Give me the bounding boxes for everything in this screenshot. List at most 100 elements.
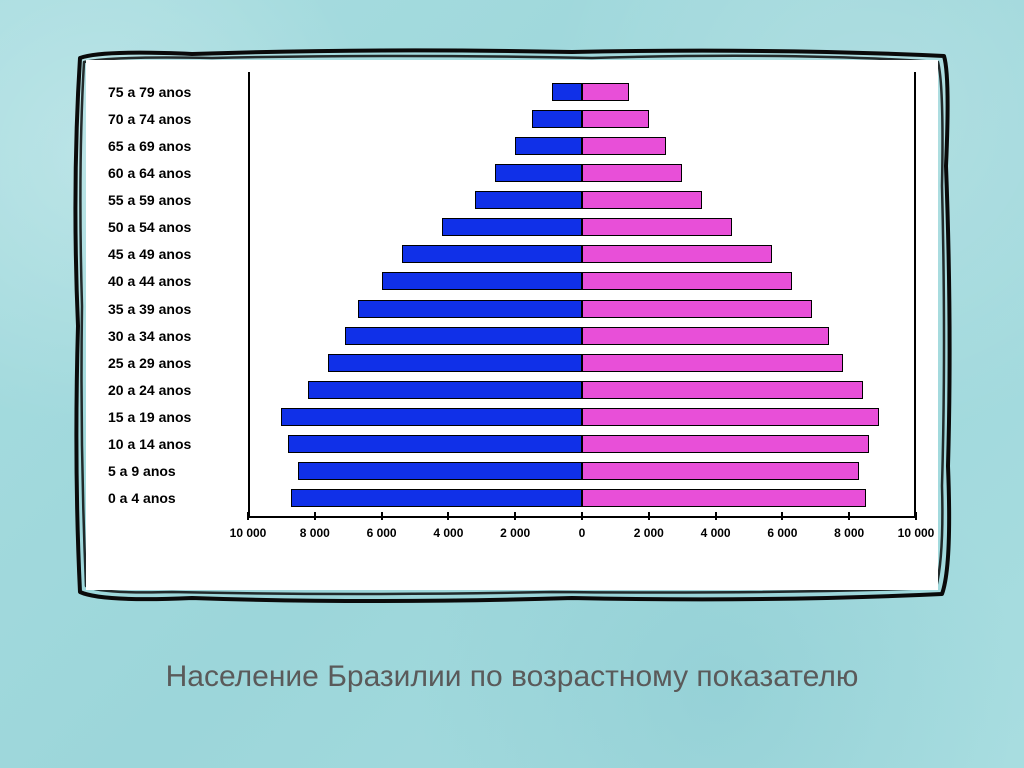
chart-area: 75 a 79 anos 70 a 74 anos 65 a 69 anos 60 a… [108, 78, 916, 550]
pyramid-row: 35 a 39 anos [108, 295, 916, 322]
bar-left-side [248, 327, 582, 345]
x-tick [781, 512, 783, 520]
bar-pair [248, 241, 916, 268]
bar-right [582, 137, 666, 155]
bar-pair [248, 485, 916, 512]
center-tick [581, 463, 583, 479]
bar-left-side [248, 218, 582, 236]
x-axis-label: 10 000 [230, 526, 267, 540]
pyramid-row: 45 a 49 anos [108, 241, 916, 268]
x-axis-label: 2 000 [500, 526, 530, 540]
pyramid-row: 5 a 9 anos [108, 458, 916, 485]
bar-right [582, 83, 629, 101]
bar-right-side [582, 462, 916, 480]
bar-pair [248, 214, 916, 241]
x-axis-label: 4 000 [701, 526, 731, 540]
age-label: 20 a 24 anos [108, 382, 248, 398]
bar-pair [248, 78, 916, 105]
age-label: 55 a 59 anos [108, 192, 248, 208]
bar-left-side [248, 354, 582, 372]
bar-left-side [248, 489, 582, 507]
bar-pair [248, 295, 916, 322]
bar-right [582, 435, 869, 453]
bar-pair [248, 159, 916, 186]
bar-right-side [582, 110, 916, 128]
bar-left-side [248, 272, 582, 290]
bar-left-side [248, 110, 582, 128]
bar-left-side [248, 164, 582, 182]
bar-left-side [248, 245, 582, 263]
x-tick [514, 512, 516, 520]
bar-left [281, 408, 582, 426]
bar-pair [248, 322, 916, 349]
chart-frame: 75 a 79 anos 70 a 74 anos 65 a 69 anos 60 a… [72, 46, 952, 604]
x-axis-label: 6 000 [767, 526, 797, 540]
x-axis-labels: 10 0008 0006 0004 0002 00002 0004 0006 0… [248, 526, 916, 544]
bar-right-side [582, 300, 916, 318]
bar-left [402, 245, 582, 263]
age-label: 35 a 39 anos [108, 301, 248, 317]
bar-right [582, 191, 702, 209]
bar-pair [248, 349, 916, 376]
x-tick [848, 512, 850, 520]
center-tick [581, 490, 583, 506]
center-tick [581, 84, 583, 100]
age-label: 65 a 69 anos [108, 138, 248, 154]
x-axis-label: 4 000 [433, 526, 463, 540]
bar-right-side [582, 489, 916, 507]
x-axis-label: 6 000 [367, 526, 397, 540]
slide-caption: Население Бразилии по возрастному показа… [166, 660, 859, 694]
bar-right-side [582, 272, 916, 290]
pyramid-row: 10 a 14 anos [108, 431, 916, 458]
bar-right [582, 354, 843, 372]
age-label: 30 a 34 anos [108, 328, 248, 344]
x-axis-label: 8 000 [834, 526, 864, 540]
bar-right-side [582, 435, 916, 453]
pyramid-row: 30 a 34 anos [108, 322, 916, 349]
center-tick [581, 273, 583, 289]
age-label: 15 a 19 anos [108, 409, 248, 425]
bar-right [582, 245, 772, 263]
x-tick [915, 512, 917, 520]
bar-right [582, 300, 812, 318]
center-tick [581, 111, 583, 127]
age-label: 50 a 54 anos [108, 219, 248, 235]
pyramid-row: 50 a 54 anos [108, 214, 916, 241]
bar-pair [248, 404, 916, 431]
center-tick [581, 219, 583, 235]
age-label: 10 a 14 anos [108, 436, 248, 452]
bar-left-side [248, 83, 582, 101]
age-label: 75 a 79 anos [108, 84, 248, 100]
x-tick [715, 512, 717, 520]
bar-right-side [582, 137, 916, 155]
bar-right-side [582, 408, 916, 426]
bar-pair [248, 458, 916, 485]
bar-pair [248, 132, 916, 159]
bar-left [475, 191, 582, 209]
x-tick [648, 512, 650, 520]
pyramid-row: 65 a 69 anos [108, 132, 916, 159]
pyramid-row: 70 a 74 anos [108, 105, 916, 132]
bar-left [495, 164, 582, 182]
bar-right [582, 462, 859, 480]
bar-pair [248, 105, 916, 132]
bar-left [532, 110, 582, 128]
bar-pair [248, 431, 916, 458]
bar-left-side [248, 462, 582, 480]
bar-left-side [248, 408, 582, 426]
bar-right-side [582, 164, 916, 182]
pyramid-row: 25 a 29 anos [108, 349, 916, 376]
bar-right [582, 218, 732, 236]
bar-left-side [248, 381, 582, 399]
age-label: 60 a 64 anos [108, 165, 248, 181]
bar-pair [248, 376, 916, 403]
bar-left [288, 435, 582, 453]
x-axis-label: 2 000 [634, 526, 664, 540]
bar-right [582, 408, 879, 426]
x-tick [381, 512, 383, 520]
x-tick [247, 512, 249, 520]
bar-left [515, 137, 582, 155]
bar-left-side [248, 300, 582, 318]
age-label: 0 a 4 anos [108, 490, 248, 506]
center-tick [581, 192, 583, 208]
